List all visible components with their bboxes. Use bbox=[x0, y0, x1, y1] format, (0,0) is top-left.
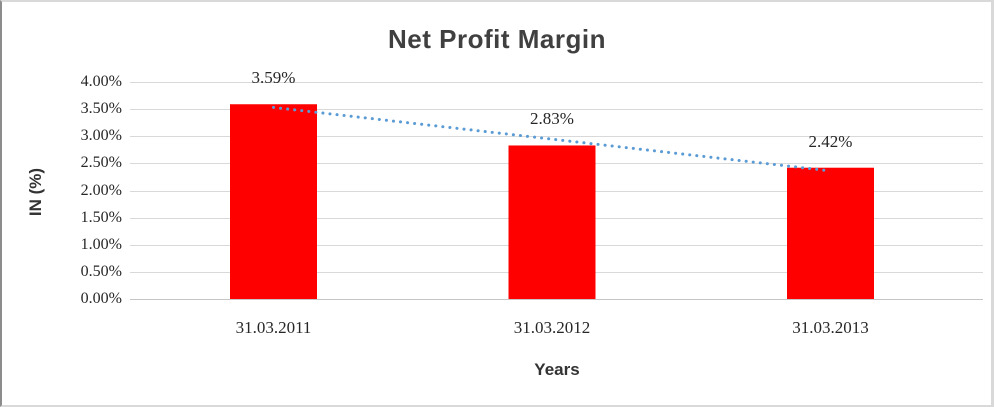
x-tick-label: 31.03.2013 bbox=[792, 318, 869, 337]
y-tick-label: 2.00% bbox=[80, 181, 122, 199]
y-tick-label: 3.00% bbox=[80, 127, 122, 145]
y-tick-label: 0.00% bbox=[80, 290, 122, 307]
bar bbox=[787, 167, 874, 299]
bar-value-label: 2.42% bbox=[808, 131, 853, 151]
chart-title: Net Profit Margin bbox=[388, 24, 606, 54]
y-tick-label: 4.00% bbox=[80, 73, 122, 90]
y-tick-label: 1.50% bbox=[80, 208, 122, 226]
trendline bbox=[272, 105, 832, 173]
bar bbox=[508, 145, 596, 299]
bar bbox=[230, 104, 317, 300]
y-tick-label: 3.50% bbox=[80, 100, 122, 118]
bar-value-label: 3.59% bbox=[251, 68, 296, 88]
bar-value-label: 2.83% bbox=[530, 109, 574, 129]
x-tick-label: 31.03.2012 bbox=[513, 318, 591, 337]
y-tick-label: 2.50% bbox=[80, 154, 122, 172]
x-axis-title: Years bbox=[534, 360, 580, 379]
y-tick-label: 0.50% bbox=[80, 262, 122, 280]
y-tick-label: 1.00% bbox=[80, 235, 122, 253]
x-tick-label: 31.03.2011 bbox=[235, 318, 312, 337]
